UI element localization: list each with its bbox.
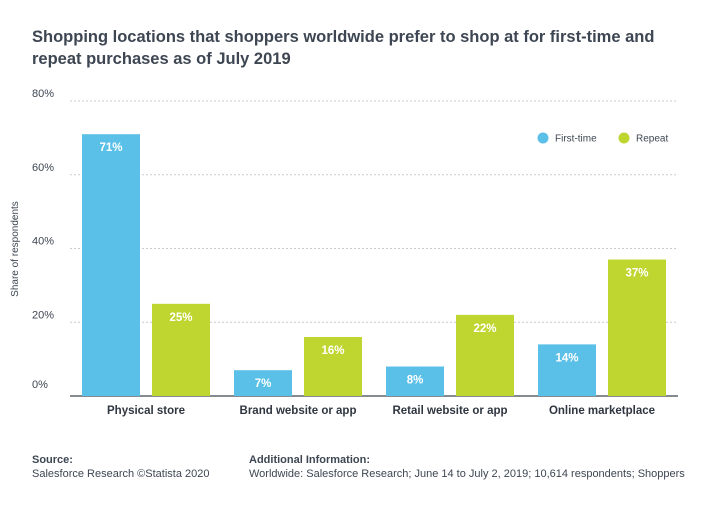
legend-swatch-repeat (618, 132, 630, 144)
bar-value-label: 71% (99, 142, 122, 154)
bar-value-label: 14% (555, 352, 578, 364)
y-axis-ticks: 0% 20% 40% 60% 80% (32, 88, 54, 391)
bar-first-time[interactable] (82, 134, 140, 396)
bar-value-label: 37% (625, 268, 648, 280)
legend-label-first-time[interactable]: First-time (555, 134, 597, 145)
bar-value-label: 25% (169, 312, 192, 324)
bar-value-label: 16% (321, 345, 344, 357)
bar-repeat[interactable] (152, 303, 210, 396)
y-tick-label: 20% (32, 309, 54, 321)
category-label: Retail website or app (392, 405, 507, 417)
category-label: Brand website or app (240, 405, 357, 417)
legend-label-repeat[interactable]: Repeat (636, 134, 668, 145)
bar-value-label: 22% (473, 323, 496, 335)
bar-first-time[interactable] (386, 366, 444, 397)
y-axis-title: Share of respondents (10, 201, 21, 297)
y-tick-label: 0% (32, 379, 48, 391)
chart-title: Shopping locations that shoppers worldwi… (32, 28, 655, 68)
additional-info-block: Additional Information: Worldwide: Sales… (249, 453, 685, 481)
source-text[interactable]: Salesforce Research ©Statista 2020 (32, 468, 210, 480)
info-heading: Additional Information: (249, 454, 370, 466)
bar-first-time[interactable] (234, 370, 292, 396)
bar-chart: 0% 20% 40% 60% 80% Share of respondents 71% 2… (10, 88, 678, 417)
y-tick-label: 60% (32, 162, 54, 174)
bar-repeat[interactable] (608, 259, 666, 396)
bar-value-label: 8% (407, 375, 424, 387)
x-axis-categories: Physical store Brand website or app Retail… (107, 405, 655, 417)
category-label: Online marketplace (549, 405, 655, 417)
bars: 71% 25% 7% 16% 8% 22% 14% 37% (82, 134, 666, 396)
legend-swatch-first-time (537, 132, 549, 144)
bar-value-label: 7% (255, 378, 272, 390)
category-label: Physical store (107, 405, 185, 417)
source-heading: Source: (32, 454, 73, 466)
bar-first-time[interactable] (538, 344, 596, 396)
y-tick-label: 80% (32, 88, 54, 100)
source-block: Source: Salesforce Research ©Statista 20… (32, 453, 209, 481)
bar-repeat[interactable] (304, 337, 362, 396)
legend: First-time Repeat (537, 132, 668, 145)
bar-repeat[interactable] (456, 314, 514, 396)
info-text: Worldwide: Salesforce Research; June 14 … (249, 468, 685, 480)
y-tick-label: 40% (32, 236, 54, 248)
